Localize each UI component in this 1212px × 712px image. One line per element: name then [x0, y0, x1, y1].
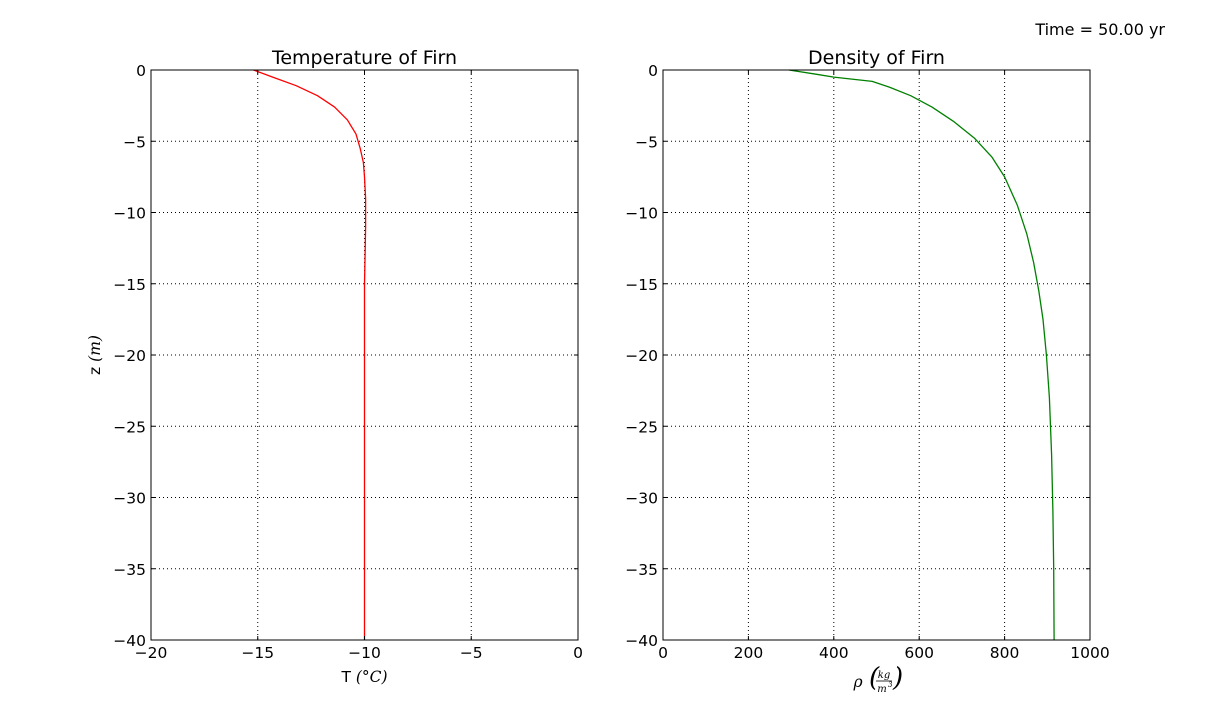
temperature-ticks: −20 −15 −10 −5 0 0 −5 −10 −15 −20 −25 −30 −35 −40: [113, 62, 583, 662]
density-series-line: [788, 69, 1055, 641]
time-annotation: Time = 50.00 yr: [1034, 20, 1165, 39]
density-y-tick-label: −15: [625, 276, 658, 294]
temperature-x-tick-label: −20: [135, 644, 168, 662]
density-y-tick-label: −10: [625, 205, 658, 223]
density-y-tick-label: −20: [625, 347, 658, 365]
density-x-tick-label: 800: [990, 644, 1020, 662]
temperature-y-tick-label: −20: [113, 347, 146, 365]
temperature-panel: Temperature of Firn −20 −15 −10 −5 0 0 −5 −10 −1…: [86, 47, 583, 686]
temperature-y-tick-label: −10: [113, 205, 146, 223]
temperature-y-axis-label: z (m): [86, 335, 104, 375]
temperature-x-tick-label: −10: [348, 644, 381, 662]
density-y-tick-label: −5: [635, 133, 658, 151]
temperature-series-line: [253, 69, 367, 640]
density-x-axis-label: ρ ( kg m 3 ): [852, 663, 903, 695]
density-ticks: 0 200 400 600 800 1000 0 −5 −10 −15 −20 −25 −30 −35 −4…: [625, 62, 1109, 662]
fraction-denominator: m: [877, 684, 886, 695]
temperature-y-tick-label: −15: [113, 276, 146, 294]
density-y-tick-label: −35: [625, 561, 658, 579]
fraction-exponent: 3: [888, 681, 893, 689]
temperature-x-tick-label: −15: [241, 644, 274, 662]
density-x-tick-label: 200: [734, 644, 764, 662]
close-paren: ): [892, 663, 903, 693]
temperature-y-tick-label: −5: [123, 133, 146, 151]
density-panel: Density of Firn 0 200 400 600 800 1000 0 −5 −10 −…: [625, 47, 1109, 695]
density-x-tick-label: 600: [904, 644, 934, 662]
rho-symbol: ρ: [852, 673, 862, 691]
density-y-tick-label: −40: [625, 632, 658, 650]
density-chart-title: Density of Firn: [808, 47, 945, 69]
temperature-x-tick-label: −5: [460, 644, 483, 662]
density-y-tick-label: −30: [625, 490, 658, 508]
fraction-numerator: kg: [878, 670, 890, 681]
density-x-tick-label: 1000: [1070, 644, 1109, 662]
temperature-x-axis-label: T (°C): [340, 668, 387, 686]
open-paren: (: [869, 663, 880, 693]
density-y-tick-label: 0: [648, 62, 658, 80]
density-grid: [663, 70, 1090, 640]
density-x-tick-label: 0: [658, 644, 668, 662]
density-y-tick-label: −25: [625, 418, 658, 436]
temperature-chart-title: Temperature of Firn: [271, 47, 457, 69]
temperature-y-tick-label: −35: [113, 561, 146, 579]
temperature-y-tick-label: −40: [113, 632, 146, 650]
temperature-y-tick-label: −30: [113, 490, 146, 508]
density-x-tick-label: 400: [819, 644, 849, 662]
temperature-x-tick-label: 0: [573, 644, 583, 662]
temperature-y-tick-label: 0: [136, 62, 146, 80]
temperature-y-tick-label: −25: [113, 418, 146, 436]
